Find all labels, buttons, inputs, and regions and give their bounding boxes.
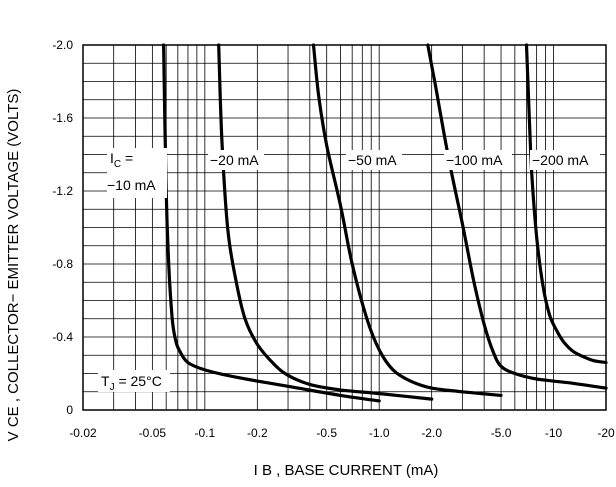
temp-t: T (101, 373, 110, 389)
temp-j: J (110, 382, 115, 393)
series-label-50ma: −50 mA (346, 150, 402, 170)
plot-frame (82, 44, 607, 411)
y-tick-label: -2.0 (52, 38, 73, 52)
y-tick-label: -0.8 (52, 257, 73, 271)
series-line-5 (524, 43, 608, 365)
label-200ma: −200 mA (532, 152, 589, 168)
x-tick-label: -10 (545, 426, 563, 440)
x-axis-title: I B , BASE CURRENT (mA) (254, 462, 439, 479)
y-tick-label: 0 (66, 403, 73, 417)
svg-text:TJ = 25°C: TJ = 25°C (101, 373, 162, 393)
label-100ma: −100 mA (446, 152, 503, 168)
series-line-2 (217, 43, 434, 401)
temperature-annotation: TJ = 25°C (98, 370, 170, 393)
label-10ma: −10 mA (107, 177, 156, 193)
x-tick-label: -20 (597, 426, 615, 440)
x-tick-labels: -0.02 -0.05 -0.1 -0.2 -0.5 -1.0 -2.0 -5.0 -10 -20 (69, 426, 615, 440)
x-tick-label: -1.0 (369, 426, 390, 440)
x-tick-label: -0.5 (316, 426, 337, 440)
label-ic-eq: = (121, 150, 133, 166)
x-tick-label: -0.1 (195, 426, 216, 440)
series-label-10ma: IC = −10 mA (107, 148, 167, 198)
x-tick-label: -2.0 (421, 426, 442, 440)
y-axis-title: V CE , COLLECTOR− EMITTER VOLTAGE (VOLTS… (5, 89, 22, 442)
series-line-1 (162, 43, 381, 403)
series-line-4 (426, 43, 608, 390)
y-tick-labels: 0 -0.4 -0.8 -1.2 -1.6 -2.0 (52, 38, 73, 417)
label-ic-sub: C (114, 159, 121, 170)
temp-rest: = 25°C (115, 373, 162, 389)
svg-text:IC =: IC = (110, 150, 133, 170)
label-ic: I (110, 150, 114, 166)
x-tick-label: -0.05 (139, 426, 167, 440)
y-tick-label: -1.6 (52, 111, 73, 125)
series-label-20ma: −20 mA (208, 150, 264, 170)
y-tick-label: -1.2 (52, 184, 73, 198)
series-label-200ma: −200 mA (530, 150, 600, 170)
series-line-3 (311, 43, 503, 397)
x-tick-label: -0.2 (247, 426, 268, 440)
grid (82, 45, 607, 410)
series-lines (162, 43, 608, 403)
y-tick-label: -0.4 (52, 330, 73, 344)
x-tick-label: -0.02 (69, 426, 97, 440)
label-50ma: −50 mA (348, 152, 397, 168)
x-tick-label: -5.0 (491, 426, 512, 440)
series-label-100ma: −100 mA (444, 150, 512, 170)
label-20ma: −20 mA (210, 152, 259, 168)
